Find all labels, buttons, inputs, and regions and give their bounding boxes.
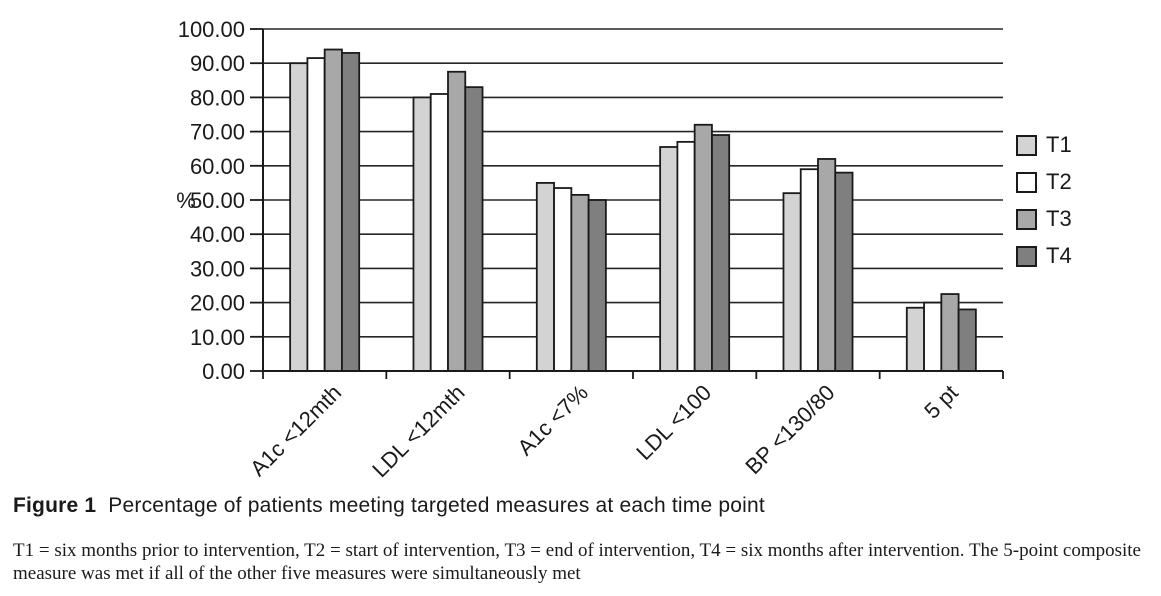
figure-caption: Figure 1 Percentage of patients meeting t…: [13, 494, 765, 518]
bar-T3-1: [447, 70, 467, 372]
bar-T4-5: [957, 308, 977, 372]
bar-T2-3: [676, 140, 696, 372]
y-tick-label: 40.00: [190, 222, 245, 247]
bar-T2-5: [923, 301, 943, 372]
y-tick-label: 90.00: [190, 51, 245, 76]
bar-T3-4: [817, 158, 837, 372]
bar-T1-2: [535, 181, 555, 372]
bar-T3-2: [570, 193, 590, 372]
y-tick-label: 60.00: [190, 154, 245, 179]
legend: T1 T2 T3 T4: [1016, 134, 1072, 282]
legend-label-T4: T4: [1046, 243, 1072, 268]
figure-caption-label: Figure 1: [13, 494, 97, 517]
bar-T4-1: [464, 86, 484, 372]
bar-T3-0: [323, 48, 343, 372]
legend-swatch-T2: [1016, 171, 1037, 193]
x-category-label: LDL <100: [631, 380, 716, 465]
x-category-label: 5 pt: [919, 380, 963, 424]
bar-T2-0: [306, 57, 326, 372]
legend-swatch-T3: [1016, 208, 1037, 230]
x-category-label: LDL <12mth: [367, 380, 469, 482]
bar-T2-4: [799, 168, 819, 372]
bar-T1-1: [412, 96, 432, 372]
y-tick-label: 0.00: [202, 359, 245, 384]
legend-item-T2: T2: [1016, 171, 1072, 193]
legend-label-T3: T3: [1046, 206, 1072, 231]
legend-swatch-T1: [1016, 134, 1037, 156]
bar-T1-5: [905, 306, 925, 372]
bar-T1-3: [659, 146, 679, 372]
legend-label-T1: T1: [1046, 132, 1072, 157]
legend-item-T1: T1: [1016, 134, 1072, 156]
legend-item-T3: T3: [1016, 208, 1072, 230]
legend-item-T4: T4: [1016, 245, 1072, 267]
y-tick-label: 10.00: [190, 325, 245, 350]
bar-T2-2: [553, 187, 573, 372]
bar-T4-0: [341, 52, 361, 372]
bar-T1-0: [289, 62, 309, 372]
y-tick-label: 70.00: [190, 120, 245, 145]
figure-caption-text: Percentage of patients meeting targeted …: [108, 494, 765, 517]
bar-T4-4: [834, 171, 854, 372]
x-category-label: A1c <7%: [512, 380, 592, 460]
bar-T4-2: [587, 199, 607, 372]
bar-T2-1: [429, 93, 449, 372]
bar-T4-3: [711, 134, 731, 372]
y-tick-label: 50.00: [190, 188, 245, 213]
legend-swatch-T4: [1016, 245, 1037, 267]
bar-T3-5: [940, 293, 960, 372]
figure-footnote: T1 = six months prior to intervention, T…: [13, 540, 1141, 584]
y-tick-label: 30.00: [190, 256, 245, 281]
bar-T1-4: [782, 192, 802, 372]
x-category-label: A1c <12mth: [245, 380, 346, 481]
y-tick-label: 80.00: [190, 85, 245, 110]
y-axis-label: %: [176, 188, 196, 213]
y-tick-label: 20.00: [190, 291, 245, 316]
bar-T3-3: [693, 123, 713, 372]
y-tick-label: 100.00: [178, 17, 245, 42]
x-category-label: BP <130/80: [740, 380, 839, 479]
legend-label-T2: T2: [1046, 169, 1072, 194]
